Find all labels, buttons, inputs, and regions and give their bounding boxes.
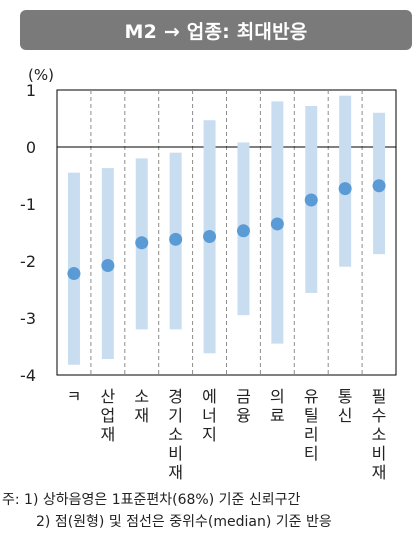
- x-category-label: 재: [372, 463, 387, 482]
- median-point: [236, 224, 250, 238]
- x-category-label: 업: [100, 406, 115, 425]
- median-point: [338, 182, 352, 196]
- y-unit-label: (%): [28, 66, 54, 84]
- median-point: [270, 217, 284, 231]
- chart-svg: 10-1-2-3-4(%)ㅋ 산업재소재경기소비재에너지금융의료유틸리티통신필수소…: [20, 66, 397, 482]
- x-category-label: 티: [304, 444, 319, 463]
- median-point: [304, 193, 318, 207]
- y-tick-label: 0: [26, 138, 36, 157]
- median-point: [135, 236, 149, 250]
- x-category-label: 경: [168, 387, 183, 406]
- x-category-label: 유: [304, 387, 319, 406]
- x-category-label: 필: [372, 387, 387, 406]
- chart-title: M2 → 업종: 최대반응: [124, 20, 308, 43]
- x-category-label: 너: [202, 406, 217, 425]
- chart-area: 1 0 -1 -2 -3 -4 (%) ㅋ 산 업 재 소 재 경 기 소 비 재 에 너 지 금 융 의 료 유 틸 리 티 통 신 필 수 소…: [20, 66, 397, 482]
- chart-title-banner: M2 → 업종: 최대반응: [20, 10, 412, 50]
- x-category-label: 융: [236, 406, 251, 425]
- x-category-label: 비: [168, 444, 183, 463]
- median-point: [203, 229, 217, 243]
- median-point: [101, 259, 115, 273]
- x-category-label: 재: [134, 406, 149, 425]
- x-category-label: 재: [100, 425, 115, 444]
- median-point: [67, 267, 81, 281]
- median-point: [169, 232, 183, 246]
- x-category-label: 소: [168, 425, 183, 444]
- confidence-band: [339, 95, 352, 267]
- x-category-label: 지: [202, 425, 217, 444]
- footnote-2: 2) 점(원형) 및 점선은 중위수(median) 기준 반응: [36, 514, 332, 530]
- x-category-label: 신: [338, 406, 353, 425]
- x-category-label: 산: [100, 387, 115, 406]
- x-category-label: ㅋ: [67, 387, 82, 406]
- y-tick-label: -1: [20, 195, 36, 214]
- x-category-label: 소: [372, 425, 387, 444]
- y-tick-label: -2: [20, 252, 36, 271]
- y-tick-label: -3: [20, 309, 36, 328]
- x-category-label: 의: [270, 387, 285, 406]
- y-tick-label: -4: [20, 366, 36, 385]
- footnotes: 주: 1) 상하음영은 1표준편차(68%) 기준 신뢰구간 2) 점(원형) …: [2, 489, 416, 533]
- y-tick-label: 1: [26, 81, 36, 100]
- x-category-label: 수: [372, 406, 387, 425]
- x-category-label: 비: [372, 444, 387, 463]
- x-category-label: 료: [270, 406, 285, 425]
- x-category-label: 재: [168, 463, 183, 482]
- footnote-1: 주: 1) 상하음영은 1표준편차(68%) 기준 신뢰구간: [2, 492, 301, 508]
- x-category-label: 기: [168, 406, 183, 425]
- x-category-label: 에: [202, 387, 217, 406]
- x-category-label: 소: [134, 387, 149, 406]
- x-category-label: 금: [236, 387, 251, 406]
- median-point: [372, 179, 386, 193]
- x-category-label: 리: [304, 425, 319, 444]
- x-category-label: 틸: [304, 406, 319, 425]
- x-category-label: 통: [338, 387, 353, 406]
